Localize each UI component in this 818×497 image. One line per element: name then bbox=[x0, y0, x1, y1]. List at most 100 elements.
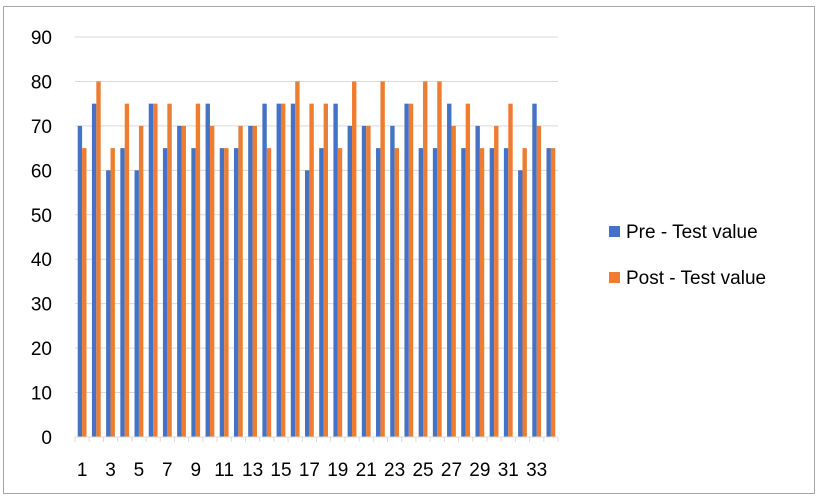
x-tick-label: 9 bbox=[190, 460, 201, 481]
bar-pre bbox=[319, 148, 324, 437]
bar-post bbox=[153, 103, 158, 438]
bar-pre bbox=[347, 125, 353, 437]
bar-post bbox=[550, 148, 556, 437]
y-tick-label: 70 bbox=[31, 117, 52, 138]
bar-post bbox=[138, 125, 144, 437]
bar-pre bbox=[262, 103, 267, 438]
bar-pre bbox=[333, 103, 338, 438]
bar-post bbox=[536, 125, 542, 437]
y-tick-label: 80 bbox=[31, 72, 52, 93]
bar-post bbox=[408, 103, 414, 438]
bar-pre bbox=[276, 103, 281, 438]
bar-pre bbox=[290, 103, 296, 438]
legend-label: Pre - Test value bbox=[626, 222, 758, 243]
bar-post bbox=[437, 81, 442, 437]
legend-label: Post - Test value bbox=[626, 268, 766, 289]
bar-pre bbox=[91, 103, 97, 438]
bar-post bbox=[394, 148, 400, 437]
y-tick-label: 30 bbox=[31, 295, 52, 316]
bar-post bbox=[366, 125, 371, 437]
bar-pre bbox=[447, 103, 452, 438]
bar-post bbox=[337, 148, 343, 437]
y-tick-label: 40 bbox=[31, 250, 52, 271]
x-tick-label: 11 bbox=[214, 460, 234, 481]
legend: Pre - Test value Post - Test value bbox=[609, 222, 766, 289]
bar-pre bbox=[248, 125, 253, 437]
y-tick-label: 50 bbox=[31, 206, 52, 227]
bar-pre bbox=[518, 170, 523, 438]
legend-swatch bbox=[609, 226, 620, 237]
bar-pre bbox=[191, 148, 196, 437]
bar-post bbox=[82, 148, 87, 437]
bar-post bbox=[252, 125, 257, 437]
x-axis bbox=[74, 436, 559, 442]
bar-pre bbox=[489, 148, 495, 437]
x-axis-tick-labels: 1 3 5 7 9 11 13 15 17 19 21 23 25 27 29 31 33 bbox=[77, 460, 547, 481]
x-tick-label: 1 bbox=[77, 460, 88, 481]
x-tick-label: 33 bbox=[526, 460, 547, 481]
x-tick-label: 5 bbox=[134, 460, 145, 481]
bar-post bbox=[522, 148, 527, 437]
bar-pre bbox=[461, 148, 466, 437]
bar-pre bbox=[162, 148, 168, 437]
x-tick-label: 23 bbox=[384, 460, 405, 481]
bar-pre bbox=[177, 125, 182, 437]
x-tick-label: 15 bbox=[270, 460, 291, 481]
bar-post bbox=[181, 125, 186, 437]
legend-swatch bbox=[609, 272, 620, 283]
x-tick-label: 19 bbox=[327, 460, 348, 481]
bar-post bbox=[494, 125, 499, 437]
bar-pre bbox=[106, 170, 111, 438]
bar-pre bbox=[219, 148, 225, 437]
x-tick-label: 27 bbox=[441, 460, 462, 481]
bar-post bbox=[167, 103, 172, 438]
bar-pre bbox=[532, 103, 537, 438]
bar-post bbox=[124, 103, 130, 438]
bar-post bbox=[479, 148, 485, 437]
y-tick-label: 90 bbox=[31, 28, 52, 49]
y-tick-label: 10 bbox=[31, 384, 52, 405]
x-tick-label: 21 bbox=[356, 460, 377, 481]
bar-post bbox=[309, 103, 314, 438]
bar-pre bbox=[134, 170, 139, 438]
y-tick-label: 0 bbox=[41, 428, 52, 449]
bar-pre bbox=[376, 148, 381, 437]
x-tick-label: 25 bbox=[412, 460, 433, 481]
gridlines bbox=[75, 36, 558, 394]
bar-post bbox=[209, 125, 215, 437]
bar-pre bbox=[418, 148, 424, 437]
bar-post bbox=[508, 103, 513, 438]
bar-post bbox=[423, 81, 428, 437]
bar-post bbox=[280, 103, 286, 438]
bars bbox=[77, 81, 556, 438]
bar-post bbox=[352, 81, 357, 437]
bar-pre bbox=[404, 103, 409, 438]
x-tick-label: 3 bbox=[105, 460, 116, 481]
bar-pre bbox=[148, 103, 154, 438]
bar-pre bbox=[503, 148, 509, 437]
bar-pre bbox=[233, 148, 239, 437]
bar-pre bbox=[390, 125, 395, 437]
bar-post bbox=[224, 148, 229, 437]
x-tick-label: 17 bbox=[299, 460, 320, 481]
x-tick-label: 7 bbox=[162, 460, 173, 481]
bar-pre bbox=[77, 125, 83, 437]
bar-pre bbox=[205, 103, 210, 438]
y-tick-label: 60 bbox=[31, 161, 52, 182]
bar-pre bbox=[475, 125, 480, 437]
bar-pre bbox=[546, 148, 551, 437]
bar-post bbox=[465, 103, 471, 438]
bar-pre bbox=[304, 170, 310, 438]
y-axis-tick-labels: 0 10 20 30 40 50 60 70 80 90 bbox=[31, 28, 52, 449]
bar-pre bbox=[361, 125, 367, 437]
bar-post bbox=[110, 148, 115, 437]
x-tick-label: 13 bbox=[242, 460, 263, 481]
bar-post bbox=[295, 81, 300, 437]
bar-pre bbox=[432, 148, 438, 437]
y-tick-label: 20 bbox=[31, 339, 52, 360]
bar-post bbox=[380, 81, 385, 437]
x-tick-label: 29 bbox=[469, 460, 490, 481]
bar-post bbox=[96, 81, 101, 437]
bar-post bbox=[195, 103, 201, 438]
